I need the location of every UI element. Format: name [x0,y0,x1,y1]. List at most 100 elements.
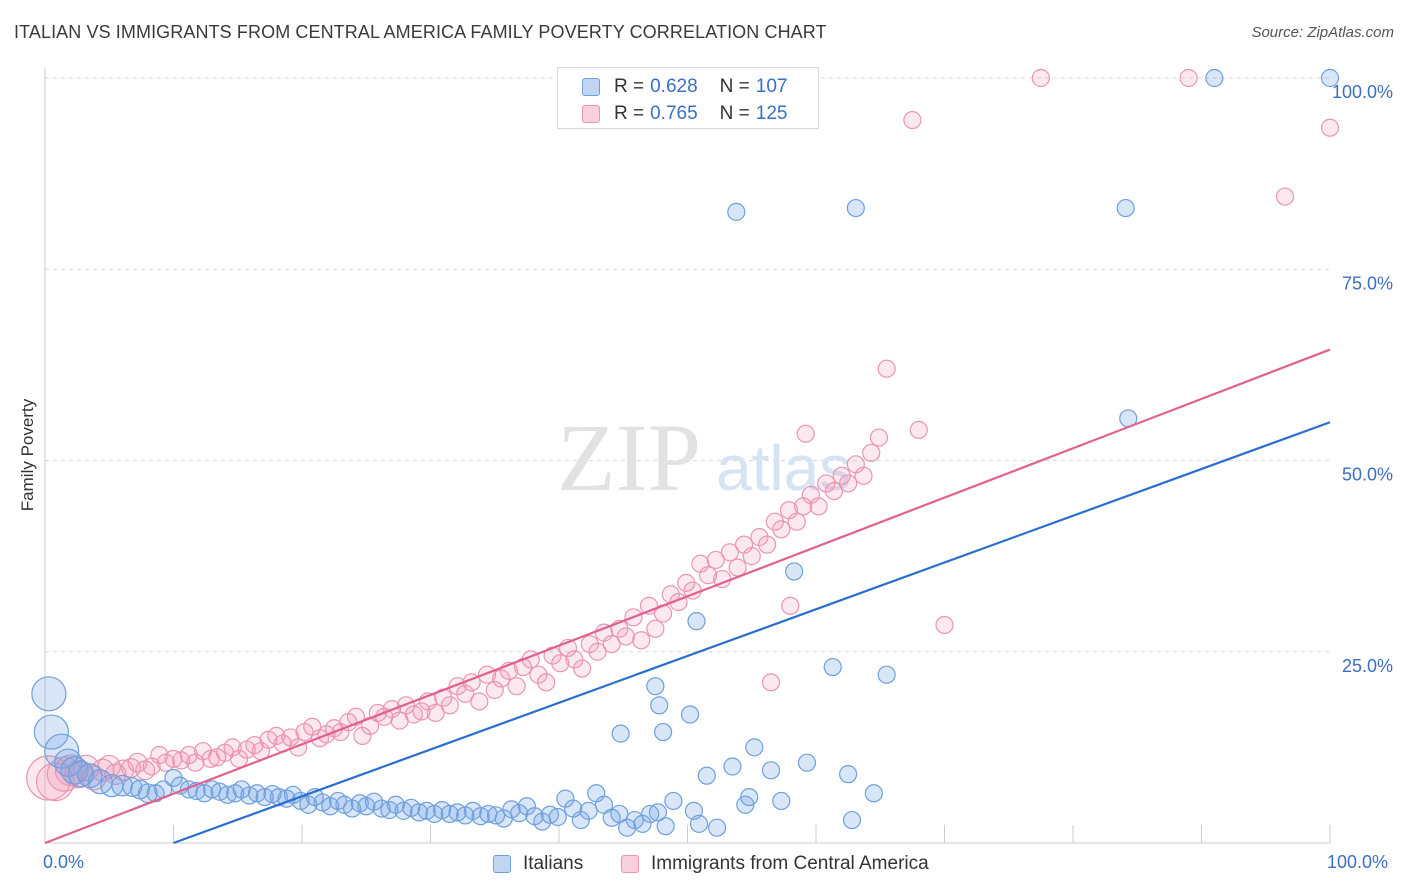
immigrants-point [698,566,718,585]
immigrants-point [935,615,954,635]
legend-r-label: R = [614,103,645,124]
immigrants-point [507,677,526,696]
italians-point [218,785,237,804]
immigrants-point [750,527,769,547]
immigrants-point [728,558,747,577]
immigrants-point [824,482,844,501]
immigrants-point [758,535,777,554]
immigrants-point [573,659,592,678]
italians-point [707,818,727,837]
italians-point [864,784,883,803]
immigrants-point [854,466,873,485]
legend-label-italians: Italians [523,853,584,874]
immigrants-point [720,543,740,562]
y-tick-label: 50.0% [1342,465,1393,485]
immigrants-point [477,665,497,684]
legend-r-value: 0.765 [650,103,698,124]
italians-point [510,804,529,823]
trend-lines [44,348,1331,845]
immigrants-point [529,665,548,684]
immigrants-point [440,696,459,715]
immigrants-point [772,520,791,539]
immigrants-point [781,596,800,615]
italians-point [618,818,637,837]
immigrants-point [817,474,836,493]
italians-point [761,761,781,780]
immigrants-point [456,684,475,703]
correlation-legend: R = 0.628 N = 107 R = 0.765 N = 125 [557,67,819,129]
immigrants-point [588,642,607,661]
italians-point [839,765,858,784]
immigrants-point [809,497,828,516]
immigrants-point [426,703,445,723]
legend-row-immigrants: R = 0.765 N = 125 [582,102,787,126]
immigrants-point [796,424,815,443]
italians-point [689,814,709,833]
watermark: ZIP atlas [557,404,851,511]
immigrants-point [909,420,928,439]
immigrants-point [492,669,511,688]
italians-point [823,657,842,677]
axes [44,68,1331,844]
italians-point [727,202,746,221]
immigrants-point [862,443,881,462]
immigrants-point [470,692,489,711]
italians-point [687,612,706,631]
y-tick-label: 75.0% [1342,273,1393,293]
italians-point [740,787,759,807]
y-tick-labels: 25.0% 50.0% 75.0% 100.0% [1332,82,1393,676]
italians-point [1320,68,1340,88]
immigrants-point [164,749,183,768]
immigrants-point [869,428,889,447]
italians-point [664,791,683,811]
immigrants-point [646,619,665,638]
immigrants-point [1275,187,1295,206]
legend-r-label: R = [614,76,645,97]
italians-point [772,791,791,811]
italians-point [641,804,660,824]
italians-point [653,722,673,742]
immigrants-point [223,738,242,757]
immigrants-point [485,680,504,700]
italians-point [745,738,764,757]
immigrants-point [580,634,599,654]
italians-point [648,803,668,822]
immigrants-point [1179,68,1198,88]
italians-point [1205,68,1224,88]
italians-point [33,714,70,750]
italians-point [517,797,536,816]
immigrants-point [537,673,556,692]
immigrants-point [839,474,858,493]
italians-point [650,696,669,715]
italians-point [67,760,95,788]
immigrants-point [761,673,781,692]
immigrants-point [127,752,148,773]
italians-point [610,804,629,824]
italians-point [571,810,590,830]
immigrants-point [1031,68,1050,88]
immigrants-trend-line [44,348,1331,845]
legend-swatch-italians [582,78,600,96]
italians-point [31,676,67,712]
italians-point [111,774,133,797]
italians-point [122,777,143,798]
legend-n-value: 125 [755,103,788,124]
immigrants-point [1320,118,1340,137]
immigrants-point [632,631,651,650]
immigrants-point [903,110,922,130]
immigrants-point [787,512,806,531]
legend-item-italians[interactable]: Italians [493,853,583,875]
italians-point [646,677,665,696]
legend-n-value: 107 [755,76,788,97]
italians-point [723,757,742,776]
x-tick-label-max: 100.0% [1327,852,1389,872]
italians-point [785,562,804,581]
legend-swatch-immigrants [621,855,639,873]
x-tick-label-min: 0.0% [43,852,85,872]
source-label: Source: ZipAtlas.com [1251,24,1394,41]
legend-item-immigrants[interactable]: Immigrants from Central America [621,853,929,875]
gridlines [45,77,1330,653]
italians-point [579,801,598,820]
immigrants-point [412,702,431,721]
